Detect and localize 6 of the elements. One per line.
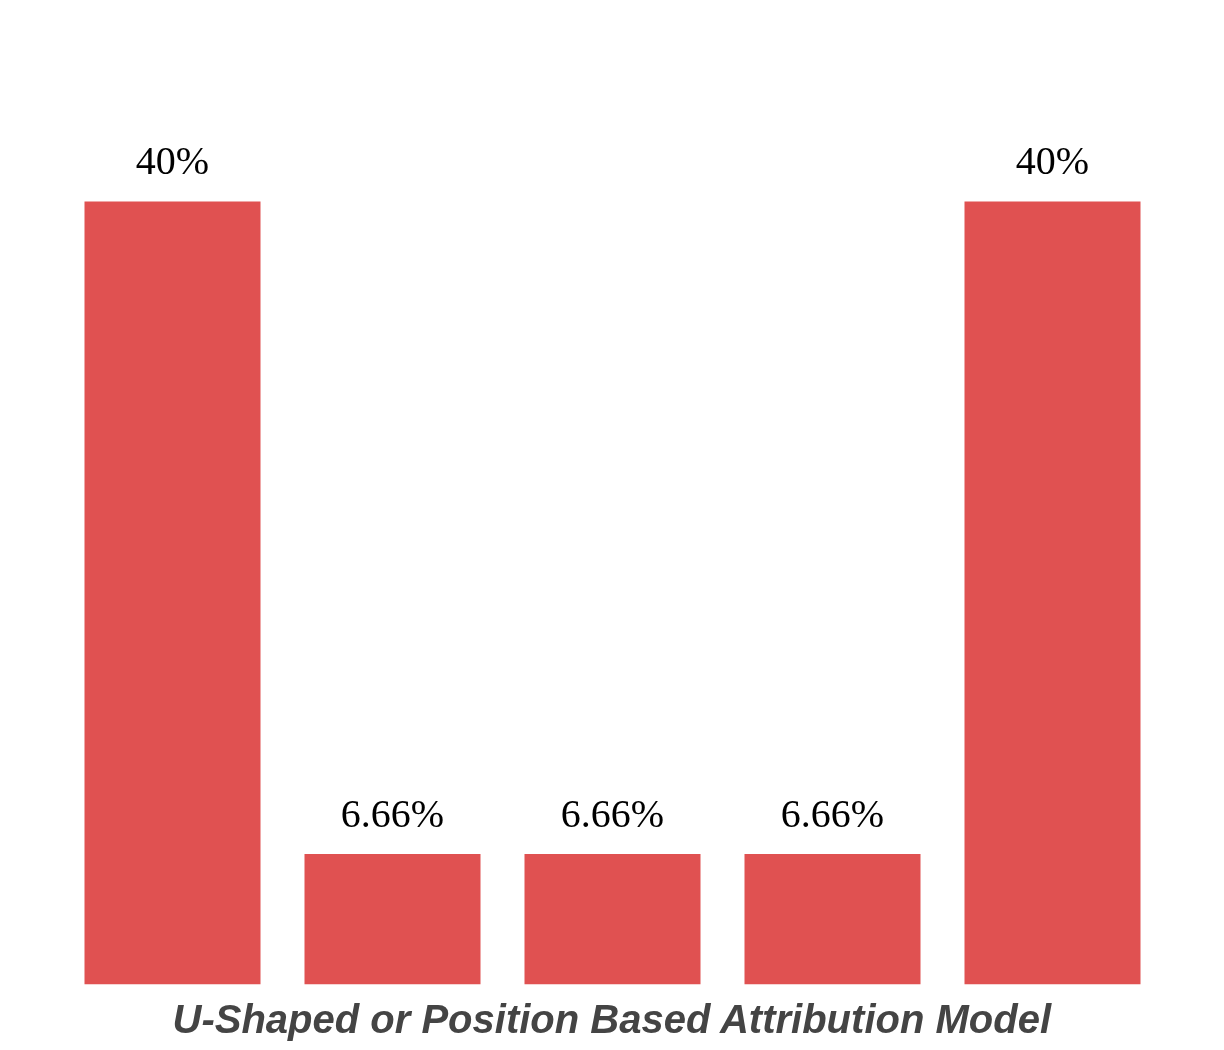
data-label: 6.66% [340,791,445,837]
data-label: 6.66% [780,791,885,837]
data-label: 40% [135,138,210,184]
text: U-Shaped or Position Based Attribution Model [172,996,1052,1041]
data-label: 6.66% [560,791,665,837]
data-label: 40% [1015,138,1090,184]
